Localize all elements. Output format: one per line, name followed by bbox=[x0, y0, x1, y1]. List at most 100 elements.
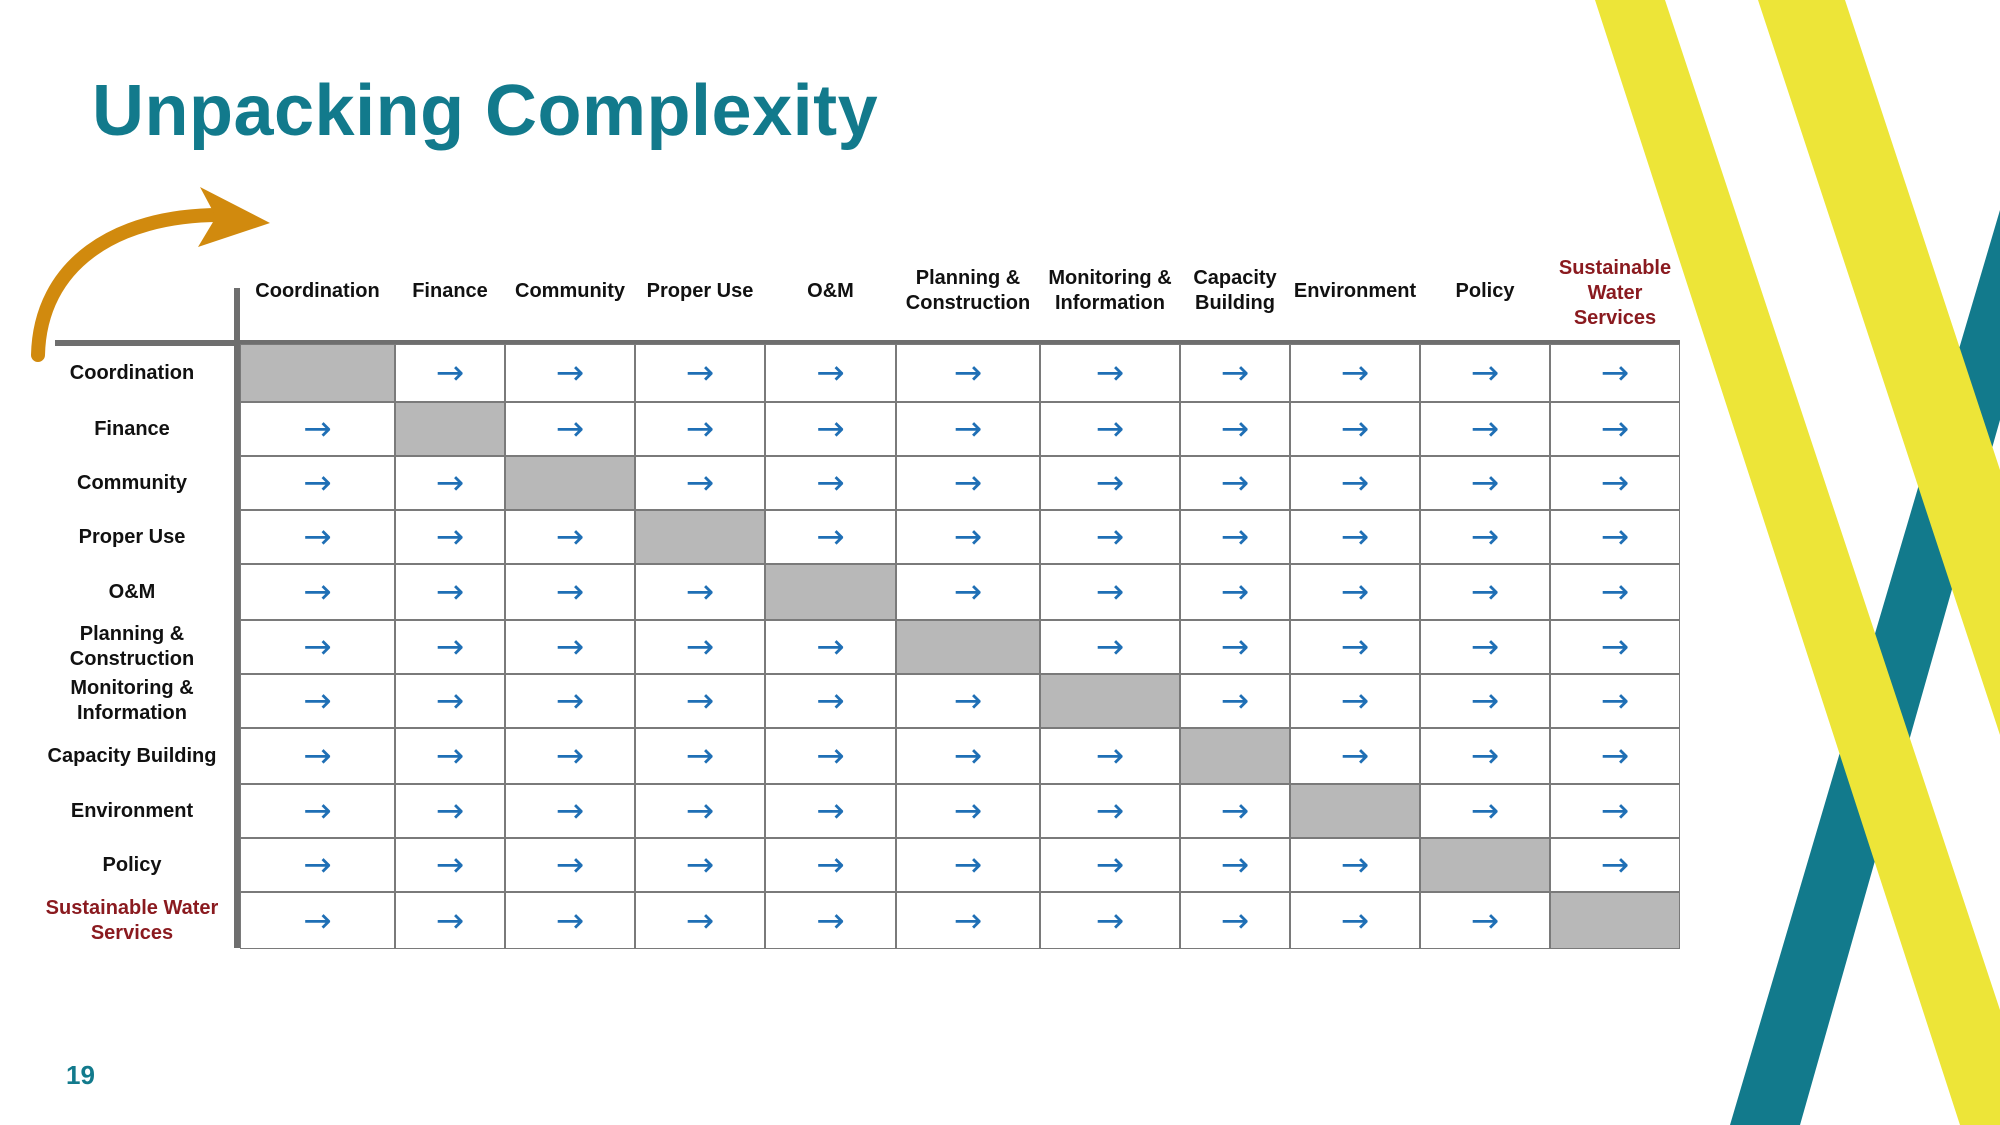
matrix-cell: → bbox=[1550, 728, 1680, 784]
right-arrow-icon: → bbox=[435, 463, 465, 503]
matrix-cell: → bbox=[896, 344, 1040, 402]
matrix-cell: → bbox=[1290, 402, 1420, 456]
matrix-cell: → bbox=[635, 838, 765, 892]
matrix-cell: → bbox=[896, 838, 1040, 892]
matrix-cell: → bbox=[240, 892, 395, 949]
right-arrow-icon: → bbox=[1340, 353, 1370, 393]
right-arrow-icon: → bbox=[435, 517, 465, 557]
right-arrow-icon: → bbox=[555, 900, 585, 941]
right-arrow-icon: → bbox=[816, 900, 845, 941]
right-arrow-icon: → bbox=[953, 572, 983, 612]
right-arrow-icon: → bbox=[685, 627, 715, 667]
right-arrow-icon: → bbox=[1600, 845, 1630, 885]
column-header-monitoring-and-information: Monitoring & Information bbox=[1048, 267, 1172, 314]
right-arrow-icon: → bbox=[1600, 409, 1630, 449]
column-header-environment: Environment bbox=[1293, 279, 1417, 302]
matrix-cell: → bbox=[505, 620, 635, 674]
matrix-cell: → bbox=[765, 838, 896, 892]
row-header-environment: Environment bbox=[70, 799, 194, 822]
row-header-capacity-building: Capacity Building bbox=[47, 744, 217, 767]
right-arrow-icon: → bbox=[1340, 409, 1370, 449]
matrix-cell: → bbox=[635, 784, 765, 838]
matrix-cell: → bbox=[1550, 456, 1680, 510]
right-arrow-icon: → bbox=[1095, 572, 1125, 612]
teal-stripe bbox=[1730, 210, 2000, 1125]
matrix-cell: → bbox=[1180, 892, 1290, 949]
right-arrow-icon: → bbox=[555, 736, 585, 776]
matrix-cell: → bbox=[635, 564, 765, 620]
right-arrow-icon: → bbox=[1095, 845, 1125, 885]
matrix-cell: → bbox=[1420, 784, 1550, 838]
right-arrow-icon: → bbox=[555, 791, 585, 831]
matrix-cell: → bbox=[896, 674, 1040, 728]
row-header-finance: Finance bbox=[94, 417, 170, 440]
right-arrow-icon: → bbox=[1095, 900, 1125, 941]
right-arrow-icon: → bbox=[555, 681, 585, 721]
diagonal-cell bbox=[1290, 784, 1420, 838]
matrix-cell: → bbox=[1290, 564, 1420, 620]
matrix-cell: → bbox=[1420, 564, 1550, 620]
matrix-cell: → bbox=[1550, 838, 1680, 892]
matrix-cell: → bbox=[505, 728, 635, 784]
matrix-cell: → bbox=[505, 838, 635, 892]
matrix-cell: → bbox=[1180, 564, 1290, 620]
matrix-cell: → bbox=[1550, 510, 1680, 564]
right-arrow-icon: → bbox=[816, 845, 845, 885]
right-arrow-icon: → bbox=[555, 517, 585, 557]
matrix-cell: → bbox=[765, 402, 896, 456]
diagonal-cell bbox=[896, 620, 1040, 674]
right-arrow-icon: → bbox=[1600, 627, 1630, 667]
matrix-cell: → bbox=[505, 510, 635, 564]
matrix-cell: → bbox=[1420, 892, 1550, 949]
matrix-cell: → bbox=[1290, 344, 1420, 402]
matrix-cell: → bbox=[395, 456, 505, 510]
right-arrow-icon: → bbox=[685, 463, 715, 503]
matrix-cell: → bbox=[395, 728, 505, 784]
right-arrow-icon: → bbox=[555, 627, 585, 667]
matrix-cell: → bbox=[1040, 564, 1180, 620]
row-header-sustainable-water-services: Sustainable Water Services bbox=[45, 896, 219, 944]
matrix-cell: → bbox=[240, 402, 395, 456]
right-arrow-icon: → bbox=[1600, 517, 1630, 557]
matrix-cell: → bbox=[765, 620, 896, 674]
right-arrow-icon: → bbox=[1220, 627, 1250, 667]
matrix-cell: → bbox=[1290, 674, 1420, 728]
matrix-cell: → bbox=[1180, 344, 1290, 402]
matrix-cell: → bbox=[395, 564, 505, 620]
diagonal-cell bbox=[1180, 728, 1290, 784]
right-arrow-icon: → bbox=[1095, 517, 1125, 557]
matrix-cell: → bbox=[1180, 510, 1290, 564]
matrix-cell: → bbox=[765, 892, 896, 949]
right-arrow-icon: → bbox=[816, 353, 845, 393]
matrix-cell: → bbox=[765, 510, 896, 564]
right-arrow-icon: → bbox=[1470, 463, 1500, 503]
right-arrow-icon: → bbox=[435, 736, 465, 776]
matrix-cell: → bbox=[505, 674, 635, 728]
right-arrow-icon: → bbox=[1470, 900, 1500, 941]
matrix-cell: → bbox=[896, 510, 1040, 564]
diagonal-cell bbox=[1420, 838, 1550, 892]
matrix-cell: → bbox=[240, 838, 395, 892]
horizontal-axis-line bbox=[55, 340, 1680, 346]
matrix-cell: → bbox=[635, 728, 765, 784]
right-arrow-icon: → bbox=[816, 627, 845, 667]
right-arrow-icon: → bbox=[953, 681, 983, 721]
right-arrow-icon: → bbox=[1095, 409, 1125, 449]
diagonal-cell bbox=[1550, 892, 1680, 949]
matrix-cell: → bbox=[1180, 620, 1290, 674]
right-arrow-icon: → bbox=[1600, 572, 1630, 612]
matrix-cell: → bbox=[1420, 456, 1550, 510]
right-arrow-icon: → bbox=[303, 463, 332, 503]
matrix-cell: → bbox=[1040, 402, 1180, 456]
right-arrow-icon: → bbox=[1600, 736, 1630, 776]
right-arrow-icon: → bbox=[303, 736, 332, 776]
right-arrow-icon: → bbox=[953, 791, 983, 831]
column-header-finance: Finance bbox=[412, 279, 488, 302]
right-arrow-icon: → bbox=[685, 409, 715, 449]
right-arrow-icon: → bbox=[816, 517, 845, 557]
row-header-planning-and-construction: Planning & Construction bbox=[69, 623, 195, 670]
right-arrow-icon: → bbox=[816, 409, 845, 449]
diagonal-cell bbox=[765, 564, 896, 620]
matrix-cell: → bbox=[1420, 728, 1550, 784]
matrix-cell: → bbox=[395, 784, 505, 838]
